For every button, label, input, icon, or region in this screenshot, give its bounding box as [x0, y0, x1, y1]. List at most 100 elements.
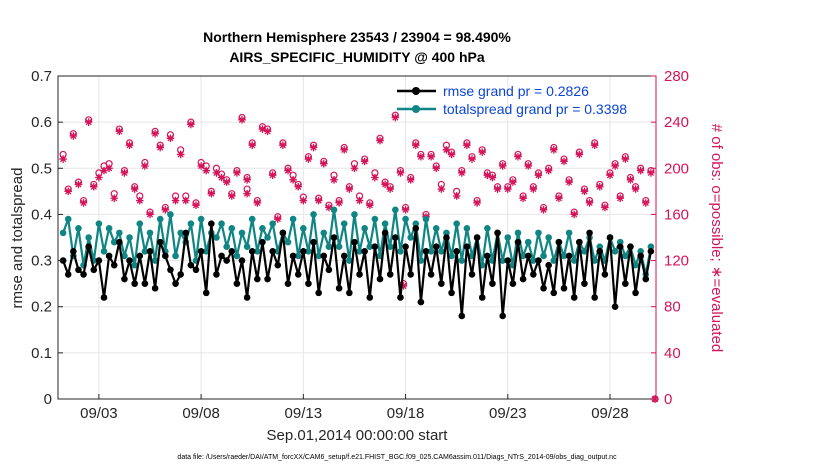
totalspread-point — [596, 243, 604, 251]
totalspread-point — [223, 243, 230, 251]
totalspread-point — [284, 238, 292, 246]
totalspread-point — [197, 215, 205, 223]
obs-evaluated-point — [488, 173, 497, 182]
rmse-point — [407, 271, 414, 278]
obs-evaluated-point — [64, 187, 73, 196]
totalspread-point — [136, 220, 144, 227]
obs-evaluated-point — [452, 192, 461, 200]
left-tick-label: 0.5 — [31, 160, 52, 177]
rmse-point — [468, 271, 476, 278]
obs-evaluated-point — [79, 199, 88, 207]
obs-evaluated-point — [212, 169, 221, 177]
obs-evaluated-point — [463, 141, 471, 150]
obs-evaluated-point — [514, 152, 522, 161]
rmse-point — [560, 284, 568, 292]
obs-evaluated-point — [376, 136, 384, 145]
totalspread-point — [402, 215, 409, 223]
obs-evaluated-point — [427, 152, 435, 161]
totalspread-point — [110, 238, 118, 246]
rmse-point — [95, 257, 103, 264]
obs-evaluated-point — [74, 180, 83, 189]
totalspread-point — [530, 257, 537, 264]
rmse-point — [494, 229, 501, 237]
totalspread-point — [381, 220, 389, 227]
rmse-point — [192, 266, 200, 274]
obs-evaluated-point — [84, 118, 93, 126]
totalspread-point — [259, 224, 266, 232]
rmse-point — [356, 271, 363, 278]
totalspread-point — [151, 257, 159, 264]
obs-evaluated-point — [411, 141, 420, 150]
rmse-point — [172, 280, 179, 287]
left-axis-label: rmse and totalspread — [9, 168, 26, 309]
obs-evaluated-point — [524, 162, 533, 170]
obs-evaluated-point — [386, 185, 395, 193]
totalspread-point — [340, 220, 348, 227]
obs-evaluated-point — [217, 173, 226, 182]
rmse-point — [156, 238, 164, 246]
obs-evaluated-point — [570, 210, 579, 219]
rmse-point — [616, 243, 624, 251]
rmse-point — [519, 275, 527, 283]
rmse-point — [284, 280, 292, 287]
rmse-point — [254, 275, 261, 283]
chart-title-line2: AIRS_SPECIFIC_HUMIDITY @ 400 hPa — [229, 49, 485, 65]
rmse-point — [570, 294, 578, 301]
totalspread-point — [116, 229, 123, 237]
totalspread-point — [156, 215, 164, 223]
x-tick-label: 09/13 — [285, 405, 323, 422]
obs-evaluated-point — [493, 185, 502, 193]
rmse-point — [90, 266, 98, 274]
obs-evaluated-point — [105, 164, 113, 173]
rmse-point — [376, 275, 384, 283]
rmse-point — [453, 248, 460, 255]
totalspread-point — [386, 243, 394, 251]
rmse-point — [647, 248, 655, 255]
totalspread-point — [397, 248, 404, 255]
obs-evaluated-point — [345, 185, 354, 193]
rmse-point — [381, 229, 389, 237]
rmse-point — [611, 303, 619, 311]
obs-evaluated-point — [284, 166, 292, 175]
totalspread-point — [141, 248, 149, 255]
obs-evaluated-point — [238, 116, 246, 124]
rmse-point — [335, 284, 343, 292]
obs-evaluated-point — [616, 194, 625, 203]
totalspread-point — [131, 261, 138, 269]
obs-evaluated-point — [233, 169, 241, 177]
right-axis-label: # of obs: o=possible; ∗=evaluated — [708, 124, 725, 353]
rmse-point — [264, 275, 271, 283]
totalspread-point — [463, 224, 471, 232]
rmse-point — [499, 312, 506, 320]
obs-evaluated-point — [151, 129, 159, 138]
right-tick-label: 280 — [664, 68, 689, 85]
obs-evaluated-point — [555, 194, 563, 203]
totalspread-point — [121, 252, 128, 260]
totalspread-point — [264, 234, 271, 241]
right-tick-label: 200 — [664, 160, 689, 177]
totalspread-point — [294, 252, 302, 260]
obs-evaluated-point — [161, 206, 170, 214]
obs-evaluated-point — [565, 178, 573, 186]
rmse-point — [586, 229, 593, 237]
obs-evaluated-point — [100, 166, 108, 175]
obs-evaluated-point — [631, 185, 640, 193]
obs-evaluated-point — [626, 176, 635, 184]
totalspread-point — [570, 257, 578, 264]
rmse-point — [545, 261, 552, 269]
obs-evaluated-point — [401, 206, 410, 214]
obs-evaluated-point — [595, 182, 604, 191]
obs-evaluated-point — [534, 171, 543, 180]
obs-evaluated-point — [95, 173, 103, 182]
totalspread-point — [540, 252, 547, 260]
totalspread-point — [550, 257, 558, 264]
rmse-point — [606, 234, 614, 241]
rmse-point — [514, 238, 522, 246]
obs-evaluated-point — [187, 120, 195, 129]
totalspread-point — [448, 252, 455, 260]
rmse-point — [146, 248, 154, 255]
rmse-point — [330, 234, 338, 241]
obs-evaluated-point — [636, 166, 645, 175]
obs-evaluated-point — [560, 157, 568, 166]
